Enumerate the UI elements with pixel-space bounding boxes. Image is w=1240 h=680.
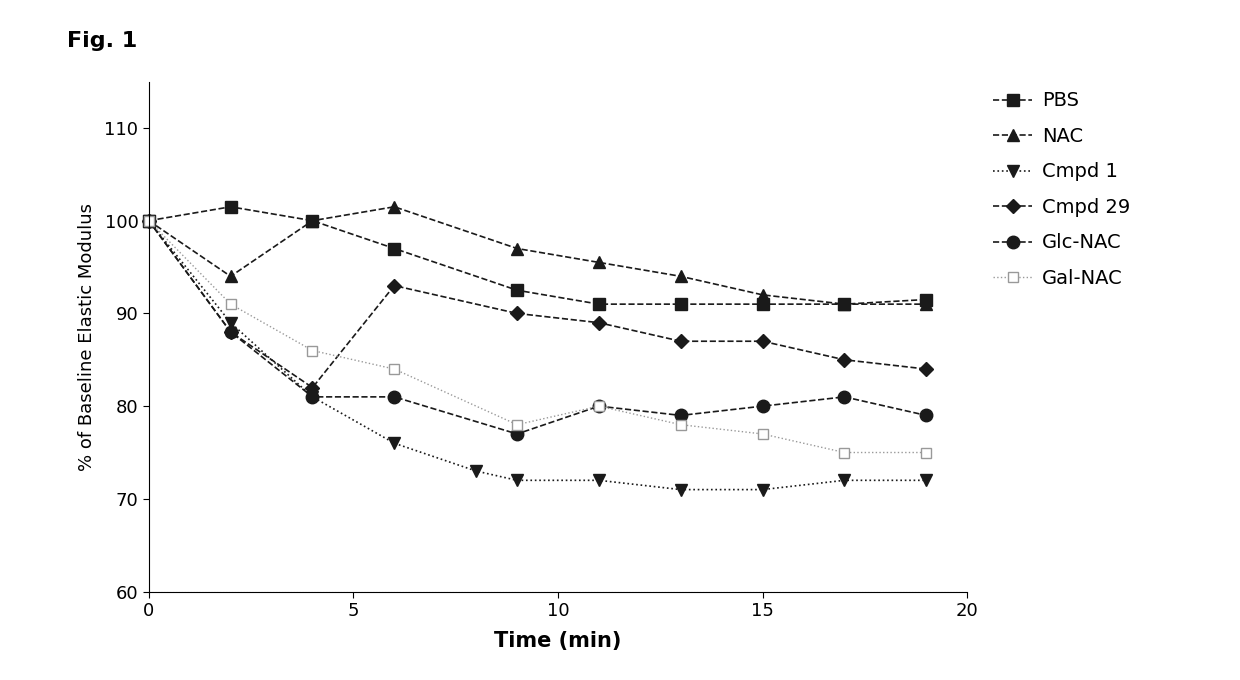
Gal-NAC — [387, 365, 402, 373]
Cmpd 29 — [141, 217, 156, 225]
PBS — [673, 300, 688, 308]
Gal-NAC — [591, 402, 606, 410]
Gal-NAC — [755, 430, 770, 438]
Line: Glc-NAC: Glc-NAC — [143, 214, 932, 440]
Glc-NAC — [387, 393, 402, 401]
PBS — [755, 300, 770, 308]
Cmpd 1 — [673, 486, 688, 494]
Cmpd 29 — [673, 337, 688, 345]
Glc-NAC — [223, 328, 238, 336]
Cmpd 1 — [837, 476, 852, 484]
Glc-NAC — [837, 393, 852, 401]
NAC — [387, 203, 402, 211]
PBS — [510, 286, 525, 294]
NAC — [837, 300, 852, 308]
Line: NAC: NAC — [144, 201, 931, 309]
Cmpd 29 — [223, 328, 238, 336]
Gal-NAC — [673, 421, 688, 429]
Cmpd 1 — [755, 486, 770, 494]
NAC — [141, 217, 156, 225]
Gal-NAC — [837, 448, 852, 456]
PBS — [223, 203, 238, 211]
Cmpd 29 — [387, 282, 402, 290]
NAC — [755, 291, 770, 299]
Line: PBS: PBS — [144, 201, 931, 309]
Glc-NAC — [919, 411, 934, 420]
Cmpd 1 — [223, 319, 238, 327]
Cmpd 29 — [837, 356, 852, 364]
Glc-NAC — [755, 402, 770, 410]
PBS — [919, 295, 934, 303]
Glc-NAC — [510, 430, 525, 438]
Gal-NAC — [305, 346, 320, 354]
PBS — [837, 300, 852, 308]
Cmpd 1 — [510, 476, 525, 484]
PBS — [305, 217, 320, 225]
Legend: PBS, NAC, Cmpd 1, Cmpd 29, Glc-NAC, Gal-NAC: PBS, NAC, Cmpd 1, Cmpd 29, Glc-NAC, Gal-… — [993, 91, 1130, 288]
NAC — [223, 272, 238, 280]
Cmpd 29 — [510, 309, 525, 318]
Cmpd 1 — [305, 393, 320, 401]
NAC — [591, 258, 606, 267]
Gal-NAC — [919, 448, 934, 456]
Cmpd 1 — [469, 467, 484, 475]
Gal-NAC — [141, 217, 156, 225]
Line: Cmpd 1: Cmpd 1 — [144, 215, 931, 495]
X-axis label: Time (min): Time (min) — [495, 631, 621, 651]
Glc-NAC — [305, 393, 320, 401]
Glc-NAC — [141, 217, 156, 225]
PBS — [141, 217, 156, 225]
NAC — [919, 300, 934, 308]
Cmpd 1 — [591, 476, 606, 484]
Glc-NAC — [591, 402, 606, 410]
Cmpd 1 — [919, 476, 934, 484]
Line: Gal-NAC: Gal-NAC — [144, 216, 931, 458]
Cmpd 1 — [141, 217, 156, 225]
Line: Cmpd 29: Cmpd 29 — [144, 216, 931, 392]
Cmpd 29 — [305, 384, 320, 392]
Cmpd 29 — [755, 337, 770, 345]
PBS — [387, 244, 402, 252]
NAC — [305, 217, 320, 225]
Text: Fig. 1: Fig. 1 — [67, 31, 138, 50]
Cmpd 29 — [919, 365, 934, 373]
Gal-NAC — [510, 421, 525, 429]
Cmpd 29 — [591, 319, 606, 327]
Cmpd 1 — [387, 439, 402, 447]
Gal-NAC — [223, 300, 238, 308]
NAC — [673, 272, 688, 280]
NAC — [510, 244, 525, 252]
Glc-NAC — [673, 411, 688, 420]
PBS — [591, 300, 606, 308]
Y-axis label: % of Baseline Elastic Modulus: % of Baseline Elastic Modulus — [78, 203, 95, 471]
